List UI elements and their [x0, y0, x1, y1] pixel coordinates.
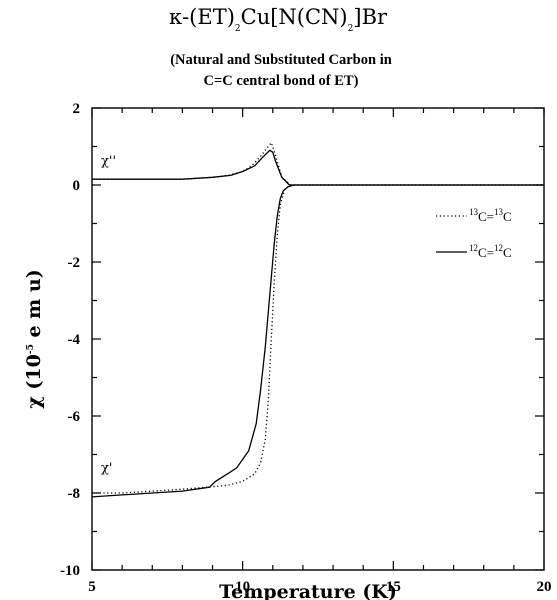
title-subscript: 2 — [348, 24, 354, 34]
y-tick-label: -4 — [68, 332, 81, 348]
x-tick-label: 10 — [235, 579, 250, 595]
legend-label-12c: 12C=12C — [469, 243, 512, 260]
x-tick-label: 5 — [88, 579, 96, 595]
data-series — [91, 142, 544, 498]
x-tick-label: 15 — [386, 579, 401, 595]
chart-title: κ-(ET)2Cu[N(CN)2]Br — [169, 5, 388, 34]
chart-subtitle-line-2: C=C central bond of ET) — [204, 73, 359, 89]
chi-prime-label: χ' — [101, 461, 112, 476]
x-axis-label: Temperature (K) — [219, 581, 397, 600]
y-tick-label: -6 — [68, 409, 81, 425]
y-label-part: e m u) — [23, 269, 45, 344]
y-tick-label: 2 — [73, 101, 81, 117]
series-line-12c-3 — [91, 184, 544, 498]
chart-subtitle-line-1: (Natural and Substituted Carbon in — [170, 52, 392, 68]
title-part: Cu[N(CN) — [241, 5, 348, 29]
plot-frame — [91, 107, 545, 571]
legend: 13C=13C 12C=12C — [436, 207, 512, 260]
y-label-part: χ (10 — [23, 354, 45, 409]
title-part: ]Br — [353, 5, 388, 29]
series-line-12c-2 — [92, 149, 544, 186]
title-subscript: 2 — [235, 24, 241, 34]
legend-label-13c: 13C=13C — [469, 207, 512, 224]
y-tick-label: -10 — [60, 563, 80, 579]
y-tick-label: 0 — [73, 178, 81, 194]
x-tick-label: 20 — [537, 579, 552, 595]
y-tick-label: -8 — [68, 486, 81, 502]
series-line-13c-1 — [92, 184, 544, 494]
title-part: κ-(ET) — [169, 5, 235, 29]
chi-double-prime-label: χ'' — [101, 154, 116, 169]
y-label-superscript: -5 — [26, 344, 36, 354]
y-axis-label: χ (10-5 e m u) — [23, 269, 45, 408]
axis-ticks — [91, 107, 545, 571]
y-tick-label: -2 — [68, 255, 81, 271]
